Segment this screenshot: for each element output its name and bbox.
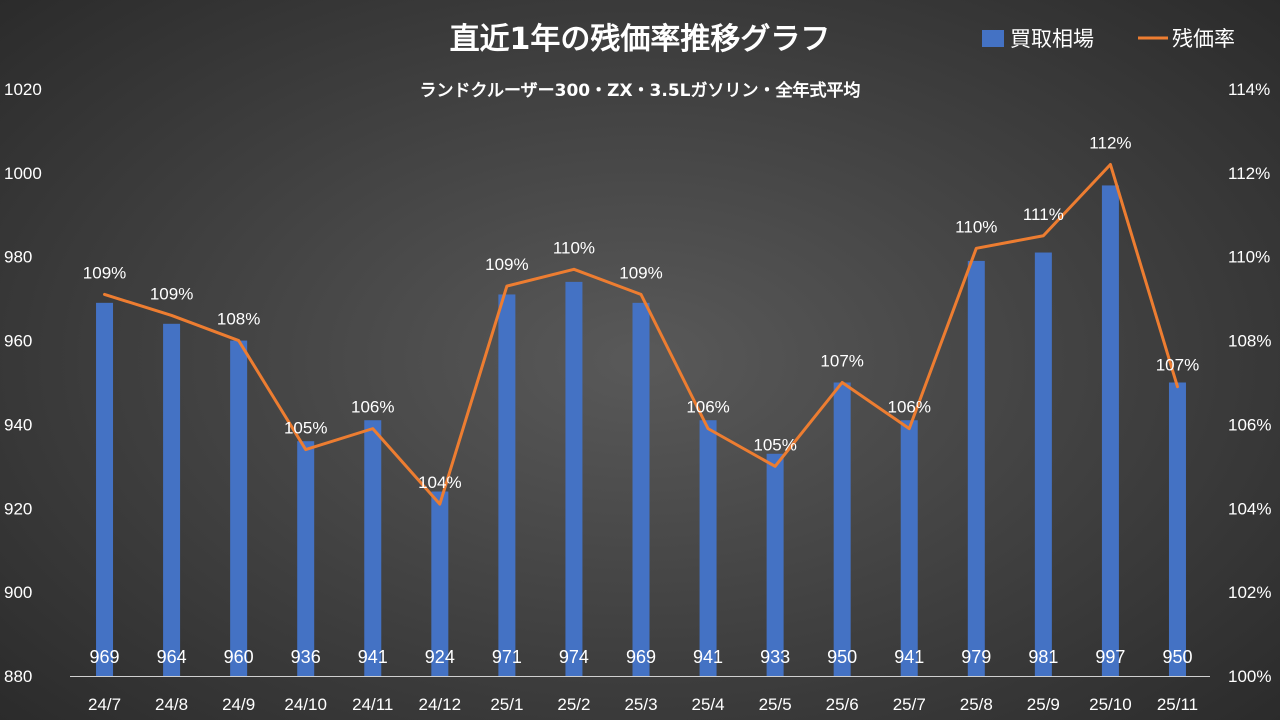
x-axis-tick-label: 24/10 <box>284 695 327 714</box>
x-axis-tick-label: 24/8 <box>155 695 188 714</box>
bar <box>565 281 583 676</box>
bar <box>766 453 784 676</box>
x-axis-tick-label: 24/12 <box>419 695 462 714</box>
bar-data-label: 936 <box>291 647 321 667</box>
line-data-label: 111% <box>1023 205 1064 224</box>
bar-data-label: 960 <box>224 647 254 667</box>
x-axis-tick-label: 25/11 <box>1157 695 1198 714</box>
line-data-label: 107% <box>1156 356 1199 375</box>
bar-data-label: 969 <box>90 647 120 667</box>
x-axis-tick-label: 25/4 <box>692 695 725 714</box>
line-data-label: 109% <box>83 263 126 282</box>
right-axis-tick-label: 112% <box>1228 164 1270 183</box>
bar-data-label: 924 <box>425 647 455 667</box>
chart-subtitle: ランドクルーザー300・ZX・3.5Lガソリン・全年式平均 <box>419 80 860 101</box>
x-axis-tick-label: 24/11 <box>352 695 393 714</box>
line-series <box>103 162 1179 506</box>
bar-data-label: 969 <box>626 647 656 667</box>
line-data-label: 105% <box>753 435 796 454</box>
bar-data-label: 979 <box>961 647 991 667</box>
bar <box>967 260 985 676</box>
right-axis-tick-label: 114% <box>1228 80 1270 99</box>
bar-data-label: 941 <box>894 647 924 667</box>
bar <box>1101 185 1119 676</box>
right-axis-tick-label: 102% <box>1228 583 1271 602</box>
bar-data-label: 950 <box>1162 647 1192 667</box>
bar <box>1168 382 1186 676</box>
legend: 買取相場 残価率 <box>982 27 1235 51</box>
right-axis: 100% 102% 104% 106% 108% 110% 112% 114% <box>1228 80 1271 686</box>
bar <box>163 323 181 676</box>
bar <box>364 420 382 676</box>
bar <box>431 491 449 676</box>
right-axis-tick-label: 106% <box>1228 415 1271 434</box>
legend-swatch-bar <box>982 30 1004 47</box>
bar <box>833 382 851 676</box>
legend-label-line: 残価率 <box>1172 27 1235 51</box>
x-axis-tick-label: 25/8 <box>960 695 993 714</box>
left-axis: 880 900 920 940 960 980 1000 1020 <box>4 80 42 686</box>
bar-data-label: 950 <box>827 647 857 667</box>
line-data-label: 109% <box>150 284 193 303</box>
x-axis-tick-label: 25/3 <box>624 695 657 714</box>
x-axis-tick-label: 25/9 <box>1027 695 1060 714</box>
bar-data-label: 941 <box>693 647 723 667</box>
x-axis-tick-label: 24/7 <box>88 695 121 714</box>
x-axis-tick-label: 25/10 <box>1089 695 1132 714</box>
bar-data-label: 997 <box>1095 647 1125 667</box>
bar-data-label: 964 <box>157 647 187 667</box>
line-data-label: 105% <box>284 419 327 438</box>
right-axis-tick-label: 100% <box>1228 667 1271 686</box>
bar <box>297 441 315 676</box>
line-data-label: 107% <box>820 352 863 371</box>
bar <box>900 420 918 676</box>
x-axis-tick-label: 25/5 <box>759 695 792 714</box>
line-data-label: 104% <box>418 473 461 492</box>
line-data-label: 110% <box>955 217 997 236</box>
line-data-label: 106% <box>686 398 729 417</box>
right-axis-tick-label: 108% <box>1228 332 1271 351</box>
left-axis-tick-label: 980 <box>4 248 32 267</box>
line-data-label: 106% <box>887 398 930 417</box>
line-labels: 109% 109% 108% 105% 106% 104% 109% 110% 109% 106%… <box>83 133 1199 492</box>
bar <box>632 302 650 676</box>
left-axis-tick-label: 960 <box>4 332 32 351</box>
bar <box>96 302 114 676</box>
bar-labels: 969 964 960 936 941 924 971 974 969 941 933 950 941 9… <box>90 647 1193 667</box>
line-data-label: 110% <box>553 238 595 257</box>
bar-data-label: 941 <box>358 647 388 667</box>
legend-label-bar: 買取相場 <box>1010 27 1094 51</box>
left-axis-tick-label: 900 <box>4 583 32 602</box>
line-data-label: 109% <box>619 263 662 282</box>
left-axis-tick-label: 880 <box>4 667 32 686</box>
bar-series <box>96 185 1186 676</box>
bar-data-label: 974 <box>559 647 589 667</box>
residual-rate-line <box>103 162 1179 506</box>
bar-data-label: 981 <box>1028 647 1058 667</box>
x-axis-tick-label: 25/7 <box>893 695 926 714</box>
x-axis-tick-label: 25/6 <box>826 695 859 714</box>
bar <box>230 340 248 676</box>
line-data-label: 106% <box>351 398 394 417</box>
x-axis-tick-label: 25/1 <box>490 695 523 714</box>
line-data-label: 109% <box>485 255 528 274</box>
left-axis-tick-label: 1000 <box>4 164 42 183</box>
bar <box>498 294 516 676</box>
left-axis-tick-label: 1020 <box>4 80 42 99</box>
line-data-label: 112% <box>1089 133 1131 152</box>
x-axis-tick-label: 24/9 <box>222 695 255 714</box>
left-axis-tick-label: 920 <box>4 499 32 518</box>
right-axis-tick-label: 104% <box>1228 499 1271 518</box>
left-axis-tick-label: 940 <box>4 415 32 434</box>
bar-data-label: 971 <box>492 647 522 667</box>
chart-title: 直近1年の残価率推移グラフ <box>450 22 831 57</box>
bar <box>1034 252 1052 676</box>
right-axis-tick-label: 110% <box>1228 248 1270 267</box>
line-data-label: 108% <box>217 310 260 329</box>
bar-data-label: 933 <box>760 647 790 667</box>
bar <box>699 420 717 676</box>
x-axis-tick-label: 25/2 <box>557 695 590 714</box>
x-axis: 24/7 24/8 24/9 24/10 24/11 24/12 25/1 25/2 25/3 2… <box>70 676 1210 714</box>
